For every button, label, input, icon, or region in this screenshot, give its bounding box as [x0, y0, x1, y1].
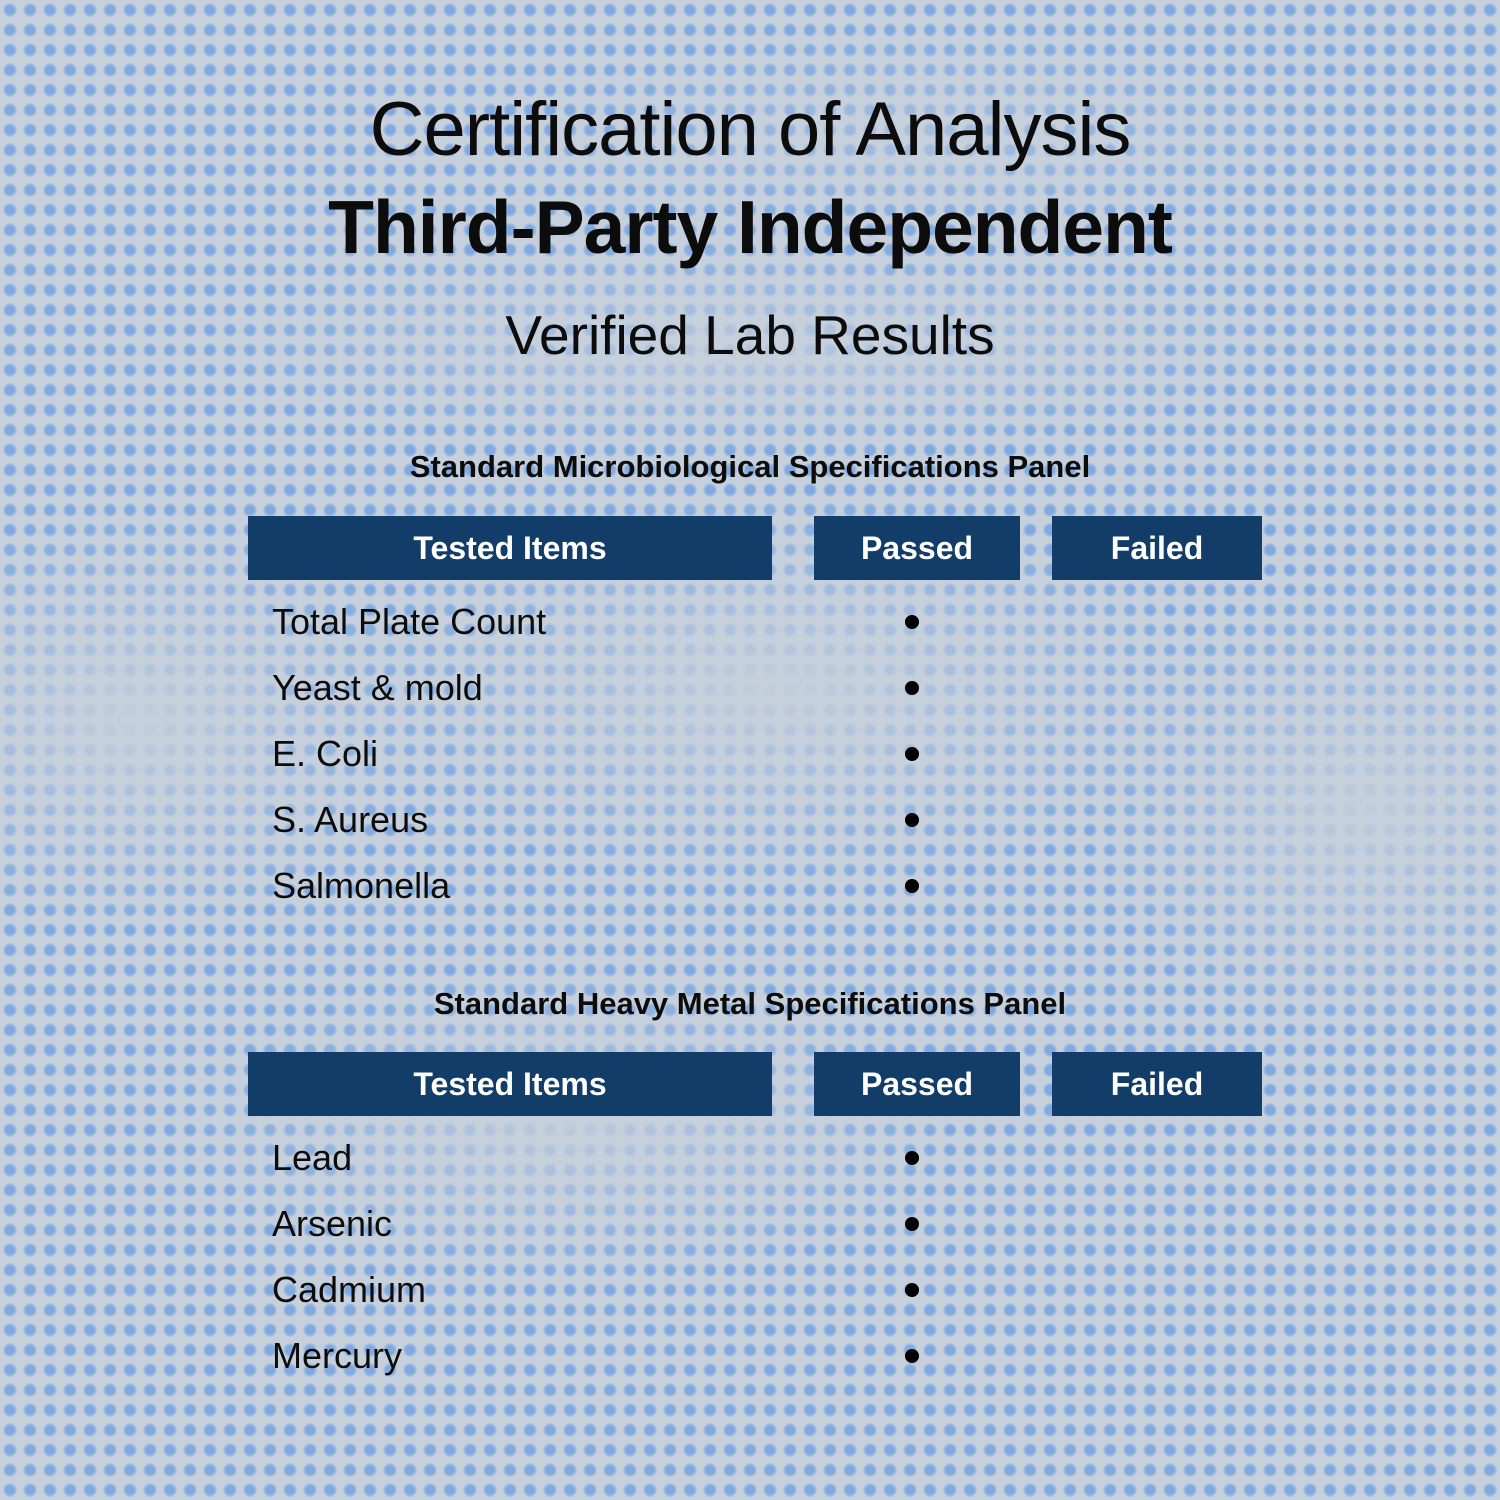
passed-indicator-dot — [905, 879, 919, 893]
passed-indicator-dot — [905, 1217, 919, 1231]
page-subtitle: Verified Lab Results — [505, 304, 995, 366]
column-header-tested-items: Tested Items — [248, 1052, 772, 1116]
tested-item-label: Mercury — [272, 1335, 403, 1376]
section-title-heavy-metal: Standard Heavy Metal Specifications Pane… — [433, 986, 1067, 1021]
table-body-heavy-metal: Lead Arsenic Cadmium Mercury — [0, 1125, 1500, 1389]
table-row: Yeast & mold — [0, 655, 1500, 721]
table-row: E. Coli — [0, 721, 1500, 787]
table-header-microbiological: Tested Items Passed Failed — [0, 516, 1500, 580]
page-title: Certification of Analysis — [369, 87, 1132, 172]
column-header-failed: Failed — [1052, 516, 1262, 580]
passed-indicator-dot — [905, 1349, 919, 1363]
table-body-microbiological: Total Plate Count Yeast & mold E. Coli S. A… — [0, 589, 1500, 919]
table-header-heavy-metal: Tested Items Passed Failed — [0, 1052, 1500, 1116]
tested-item-label: Lead — [272, 1137, 353, 1178]
table-row: Lead — [0, 1125, 1500, 1191]
column-header-tested-items: Tested Items — [248, 516, 772, 580]
column-header-failed: Failed — [1052, 1052, 1262, 1116]
passed-indicator-dot — [905, 813, 919, 827]
table-row: S. Aureus — [0, 787, 1500, 853]
tested-item-label: Yeast & mold — [272, 667, 483, 708]
tested-item-label: Salmonella — [272, 865, 451, 906]
tested-item-label: S. Aureus — [272, 799, 429, 840]
table-row: Mercury — [0, 1323, 1500, 1389]
passed-indicator-dot — [905, 615, 919, 629]
table-row: Cadmium — [0, 1257, 1500, 1323]
tested-item-label: Cadmium — [272, 1269, 427, 1310]
tested-item-label: Total Plate Count — [272, 601, 547, 642]
tested-item-label: Arsenic — [272, 1203, 393, 1244]
table-row: Salmonella — [0, 853, 1500, 919]
column-header-passed: Passed — [814, 1052, 1020, 1116]
passed-indicator-dot — [905, 1283, 919, 1297]
section-title-microbiological: Standard Microbiological Specifications … — [409, 449, 1091, 484]
table-row: Total Plate Count — [0, 589, 1500, 655]
passed-indicator-dot — [905, 681, 919, 695]
passed-indicator-dot — [905, 747, 919, 761]
column-header-passed: Passed — [814, 516, 1020, 580]
tested-item-label: E. Coli — [272, 733, 379, 774]
passed-indicator-dot — [905, 1151, 919, 1165]
table-row: Arsenic — [0, 1191, 1500, 1257]
page-title-emphasis: Third-Party Independent — [328, 185, 1173, 269]
